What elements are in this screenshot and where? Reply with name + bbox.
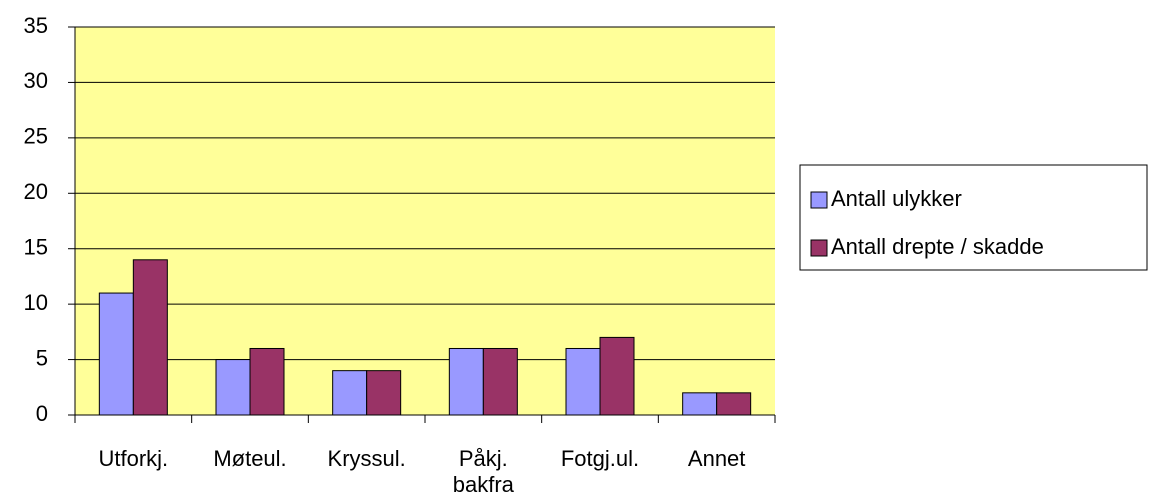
bar — [249, 347, 285, 416]
bar — [215, 359, 251, 416]
bar — [448, 347, 484, 416]
y-tick-label: 10 — [24, 290, 48, 315]
bar — [132, 259, 168, 416]
legend-label: Antall drepte / skadde — [831, 234, 1044, 259]
y-tick-label: 20 — [24, 179, 48, 204]
x-tick-label: Annet — [688, 446, 746, 471]
x-tick-label: Fotgj.ul. — [561, 446, 639, 471]
plot-area — [75, 27, 775, 415]
bar — [98, 292, 134, 416]
bar — [332, 370, 368, 416]
bar — [716, 392, 752, 416]
legend-label: Antall ulykker — [831, 186, 962, 211]
x-tick-label: Påkj. bakfra — [453, 446, 515, 497]
x-tick-label: Møteul. — [213, 446, 286, 471]
y-tick-label: 15 — [24, 235, 48, 260]
legend-box — [799, 164, 1148, 271]
y-tick-label: 30 — [24, 68, 48, 93]
bar — [565, 347, 601, 416]
bar — [599, 336, 635, 416]
legend-marker — [810, 191, 828, 209]
legend-marker — [810, 239, 828, 257]
y-tick-label: 35 — [24, 13, 48, 38]
y-tick-label: 0 — [36, 401, 48, 426]
bar — [682, 392, 718, 416]
y-tick-label: 5 — [36, 345, 48, 370]
x-tick-label: Kryssul. — [328, 446, 406, 471]
bar — [366, 370, 402, 416]
y-tick-label: 25 — [24, 124, 48, 149]
bar — [482, 347, 518, 416]
x-tick-label: Utforkj. — [98, 446, 168, 471]
